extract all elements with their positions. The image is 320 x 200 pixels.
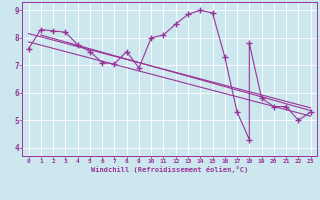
X-axis label: Windchill (Refroidissement éolien,°C): Windchill (Refroidissement éolien,°C)	[91, 166, 248, 173]
